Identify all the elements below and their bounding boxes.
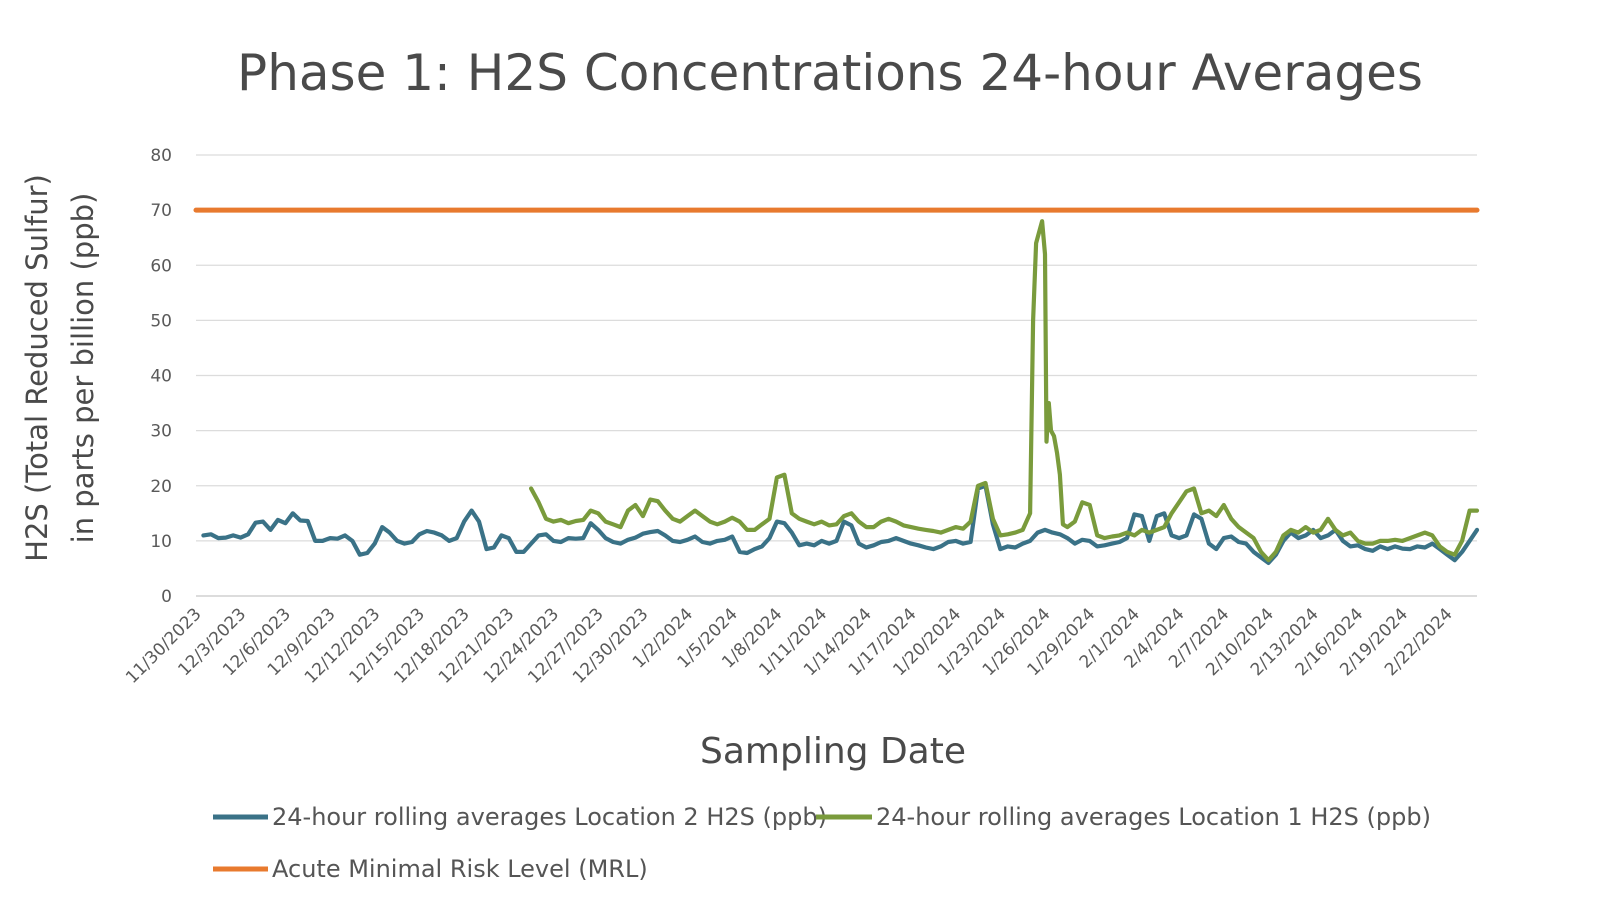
y-tick-label: 20 xyxy=(150,477,172,497)
legend-label-mrl: Acute Minimal Risk Level (MRL) xyxy=(272,855,648,883)
y-tick-label: 50 xyxy=(150,311,172,331)
y-tick-label: 30 xyxy=(150,422,172,442)
series-lines xyxy=(193,207,1480,566)
y-tick-label: 80 xyxy=(150,146,172,166)
series-line-0 xyxy=(201,483,1480,566)
y-tick-label: 40 xyxy=(150,367,172,387)
series-line-1 xyxy=(528,219,1480,563)
legend-label-location-1: 24-hour rolling averages Location 1 H2S … xyxy=(876,803,1431,831)
y-axis-ticks: 0 10 20 30 40 50 60 70 80 xyxy=(150,146,172,607)
x-axis-ticks: 11/30/202312/3/202312/6/202312/9/202312/… xyxy=(122,604,1457,687)
y-tick-label: 70 xyxy=(150,201,172,221)
y-tick-label: 10 xyxy=(150,532,172,552)
legend-label-location-2: 24-hour rolling averages Location 2 H2S … xyxy=(272,803,827,831)
y-axis-title-line2: in parts per billion (ppb) xyxy=(66,193,100,544)
y-axis-title-line1: H2S (Total Reduced Sulfur) xyxy=(20,174,54,562)
chart-title: Phase 1: H2S Concentrations 24-hour Aver… xyxy=(237,44,1423,102)
x-axis-title: Sampling Date xyxy=(700,731,966,772)
y-tick-label: 0 xyxy=(161,587,172,607)
y-tick-label: 60 xyxy=(150,256,172,276)
legend: 24-hour rolling averages Location 2 H2S … xyxy=(213,803,1431,883)
